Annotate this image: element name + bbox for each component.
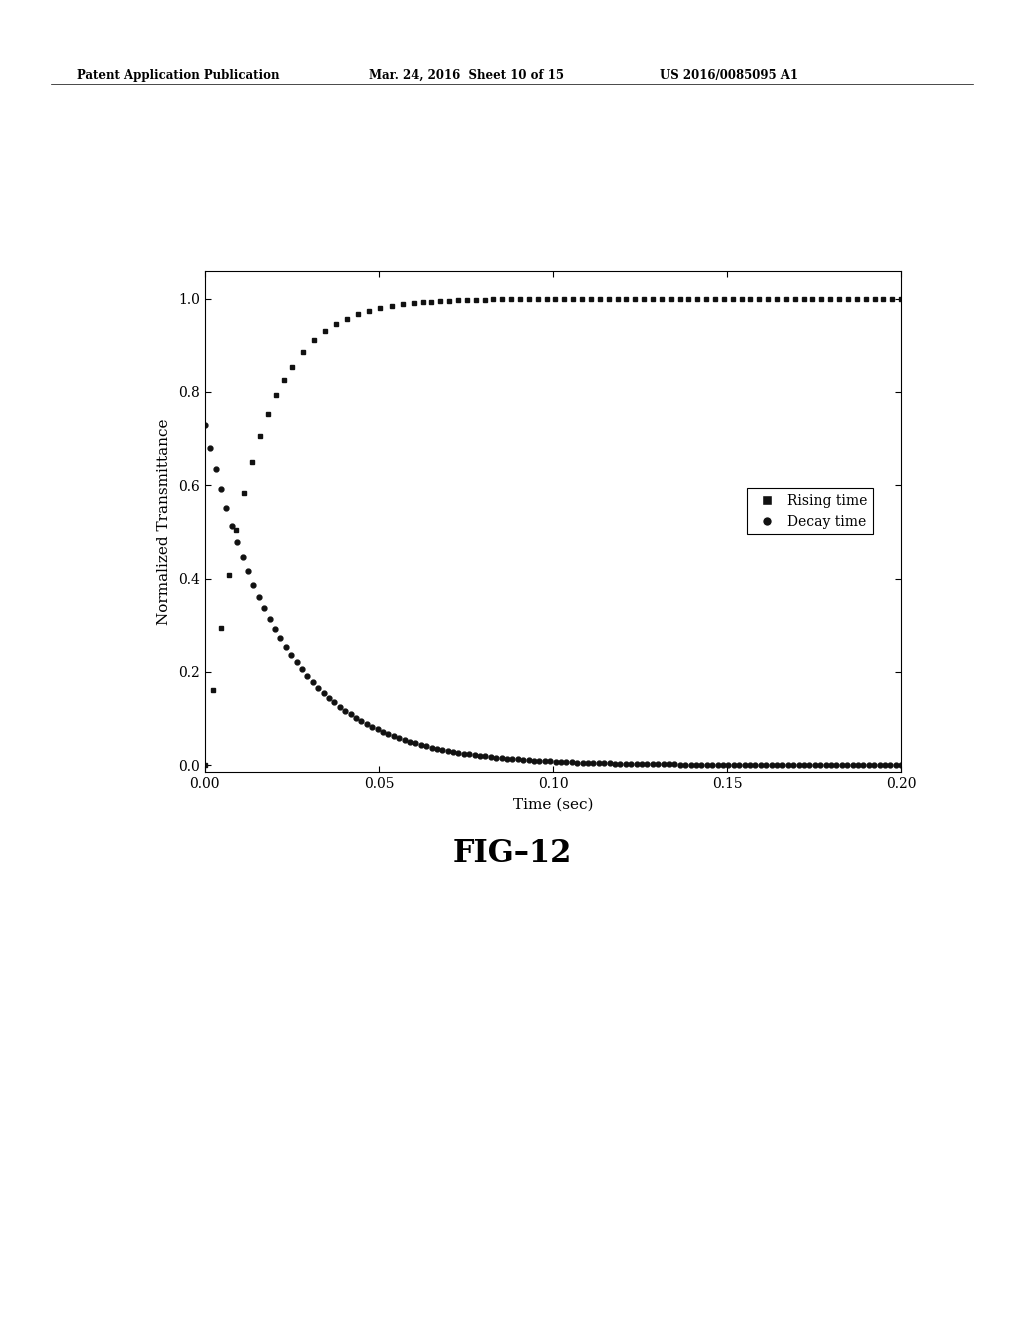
X-axis label: Time (sec): Time (sec) xyxy=(513,799,593,812)
Rising time xyxy=(308,333,321,348)
Line: Decay time: Decay time xyxy=(203,422,903,768)
Decay time xyxy=(231,535,244,550)
Rising time xyxy=(700,290,713,306)
Decay time xyxy=(199,417,211,433)
Y-axis label: Normalized Transmittance: Normalized Transmittance xyxy=(157,418,171,624)
Decay time xyxy=(836,758,848,774)
Rising time xyxy=(199,758,211,774)
Rising time xyxy=(239,486,251,502)
Text: Patent Application Publication: Patent Application Publication xyxy=(77,69,280,82)
Decay time xyxy=(895,758,907,774)
Rising time xyxy=(558,290,570,306)
Rising time xyxy=(434,293,446,309)
Decay time xyxy=(695,756,708,772)
Rising time xyxy=(895,290,907,306)
Decay time xyxy=(809,758,821,774)
Text: FIG–12: FIG–12 xyxy=(453,838,571,869)
Line: Rising time: Rising time xyxy=(203,296,903,768)
Legend: Rising time, Decay time: Rising time, Decay time xyxy=(748,488,873,535)
Rising time xyxy=(505,292,517,308)
Text: Mar. 24, 2016  Sheet 10 of 15: Mar. 24, 2016 Sheet 10 of 15 xyxy=(369,69,563,82)
Text: US 2016/0085095 A1: US 2016/0085095 A1 xyxy=(660,69,799,82)
Decay time xyxy=(787,758,800,774)
Decay time xyxy=(577,755,589,771)
